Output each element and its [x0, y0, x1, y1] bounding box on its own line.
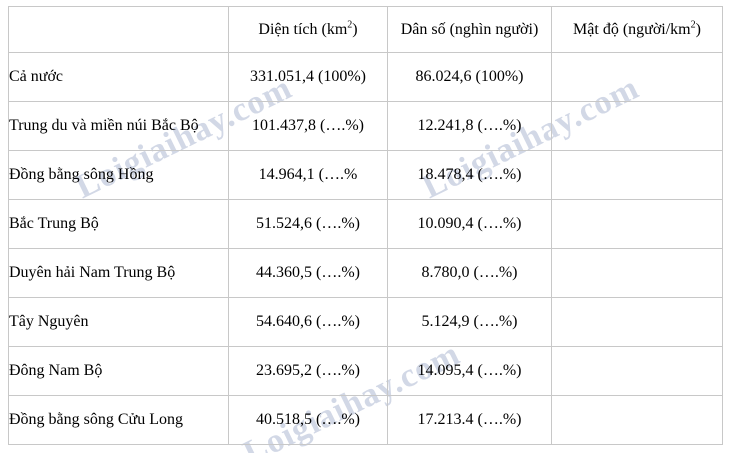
table-row: Trung du và miền núi Bắc Bộ 101.437,8 (……: [8, 101, 723, 151]
area-cell: 23.695,2 (….%): [228, 346, 388, 396]
population-cell: 8.780,0 (….%): [387, 248, 552, 298]
density-cell: [551, 297, 723, 347]
table-row: Đông Nam Bộ 23.695,2 (….%) 14.095,4 (….%…: [8, 346, 723, 396]
table-row: Đồng bằng sông Cửu Long 40.518,5 (….%) 1…: [8, 395, 723, 445]
col-header-region: [8, 6, 229, 53]
area-cell: 101.437,8 (….%): [228, 101, 388, 151]
density-cell: [551, 199, 723, 249]
table-row: Bắc Trung Bộ 51.524,6 (….%) 10.090,4 (….…: [8, 199, 723, 249]
table-row: Duyên hải Nam Trung Bộ 44.360,5 (….%) 8.…: [8, 248, 723, 298]
superscript-2: 2: [690, 19, 696, 31]
col-header-area: Diện tích (km2): [228, 6, 388, 53]
density-cell: [551, 101, 723, 151]
region-name-cell: Cả nước: [8, 52, 229, 102]
density-cell: [551, 150, 723, 200]
regions-statistics-table: Diện tích (km2) Dân số (nghìn người) Mật…: [8, 6, 723, 445]
col-header-density-text: Mật độ (người/km: [573, 20, 691, 38]
region-name-cell: Tây Nguyên: [8, 297, 229, 347]
population-cell: 10.090,4 (….%): [387, 199, 552, 249]
superscript-2: 2: [347, 19, 353, 31]
density-cell: [551, 395, 723, 445]
population-cell: 86.024,6 (100%): [387, 52, 552, 102]
col-header-population: Dân số (nghìn người): [387, 6, 552, 53]
population-cell: 14.095,4 (….%): [387, 346, 552, 396]
area-cell: 40.518,5 (….%): [228, 395, 388, 445]
area-cell: 51.524,6 (….%): [228, 199, 388, 249]
density-cell: [551, 52, 723, 102]
population-cell: 12.241,8 (….%): [387, 101, 552, 151]
area-cell: 54.640,6 (….%): [228, 297, 388, 347]
col-header-density-close: ): [695, 20, 701, 38]
col-header-population-text: Dân số (nghìn người): [400, 20, 539, 38]
population-cell: 18.478,4 (….%): [387, 150, 552, 200]
region-name-cell: Đồng bằng sông Cửu Long: [8, 395, 229, 445]
header-row: Diện tích (km2) Dân số (nghìn người) Mật…: [8, 6, 723, 53]
area-cell: 331.051,4 (100%): [228, 52, 388, 102]
density-cell: [551, 346, 723, 396]
area-cell: 44.360,5 (….%): [228, 248, 388, 298]
region-name-cell: Duyên hải Nam Trung Bộ: [8, 248, 229, 298]
region-name-cell: Đồng bằng sông Hồng: [8, 150, 229, 200]
area-cell: 14.964,1 (….%: [228, 150, 388, 200]
table-row: Tây Nguyên 54.640,6 (….%) 5.124,9 (….%): [8, 297, 723, 347]
col-header-density: Mật độ (người/km2): [551, 6, 723, 53]
population-cell: 5.124,9 (….%): [387, 297, 552, 347]
col-header-area-close: ): [352, 20, 358, 38]
region-name-cell: Bắc Trung Bộ: [8, 199, 229, 249]
density-cell: [551, 248, 723, 298]
table-row: Đồng bằng sông Hồng 14.964,1 (….% 18.478…: [8, 150, 723, 200]
col-header-area-text: Diện tích (km: [258, 20, 348, 38]
region-name-cell: Trung du và miền núi Bắc Bộ: [8, 101, 229, 151]
region-name-cell: Đông Nam Bộ: [8, 346, 229, 396]
table-row: Cả nước 331.051,4 (100%) 86.024,6 (100%): [8, 52, 723, 102]
population-cell: 17.213.4 (….%): [387, 395, 552, 445]
